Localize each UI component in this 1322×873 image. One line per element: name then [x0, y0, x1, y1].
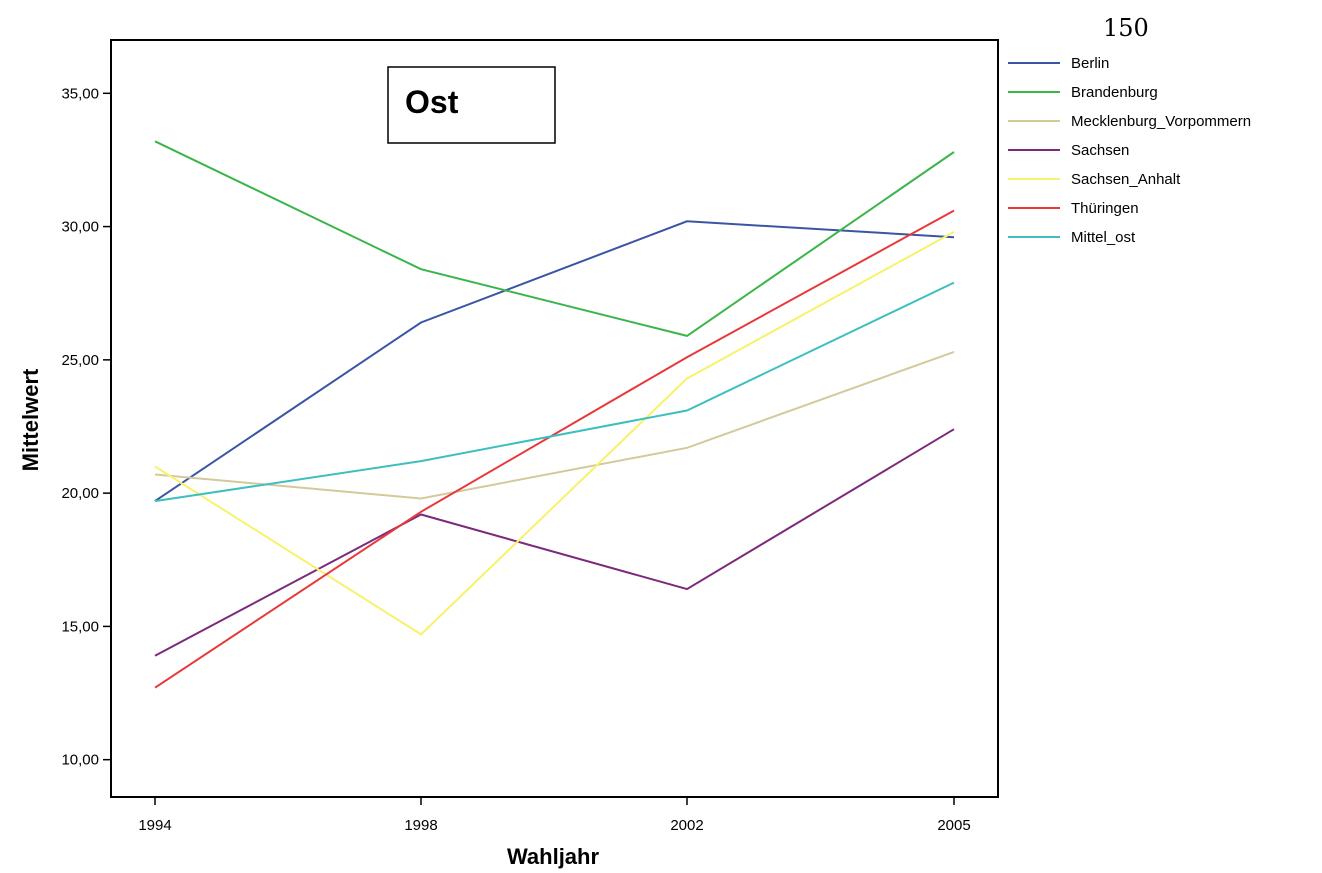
- y-tick-label: 10,00: [61, 752, 99, 769]
- plot-border: [110, 39, 999, 798]
- series-line-sachsen_anhalt: [154, 231, 955, 636]
- series-lines: [154, 140, 955, 689]
- series-line-berlin: [154, 220, 955, 502]
- plot-area: [110, 39, 999, 798]
- series-line-thüringen: [154, 209, 955, 689]
- series-line-mecklenburg_vorpommern: [154, 350, 955, 500]
- y-axis: 10,00 15,00 20,00 25,00 30,00 35,00: [61, 85, 111, 769]
- y-tick-label: 35,00: [61, 85, 99, 102]
- title-box-label: Ost: [405, 84, 459, 120]
- page-number: 150: [1103, 14, 1149, 42]
- legend-label: Sachsen_Anhalt: [1071, 171, 1181, 188]
- title-box: Ost: [387, 66, 556, 144]
- x-tick-label: 1998: [404, 817, 437, 834]
- x-tick-label: 2002: [670, 817, 703, 834]
- series-line-sachsen: [154, 428, 955, 657]
- legend-label: Mittel_ost: [1071, 229, 1136, 246]
- legend-label: Berlin: [1071, 55, 1109, 72]
- y-tick-label: 15,00: [61, 618, 99, 635]
- x-tick-label: 1994: [138, 817, 171, 834]
- y-tick-label: 20,00: [61, 485, 99, 502]
- legend: Berlin Brandenburg Mecklenburg_Vorpommern S…: [1008, 55, 1251, 246]
- y-tick-label: 25,00: [61, 352, 99, 369]
- series-line-mittel_ost: [154, 281, 955, 503]
- title-box-frame: [387, 66, 556, 144]
- legend-label: Thüringen: [1071, 200, 1139, 217]
- x-axis: 1994 1998 2002 2005: [138, 797, 971, 834]
- x-axis-title: Wahljahr: [507, 844, 600, 869]
- legend-label: Sachsen: [1071, 142, 1129, 159]
- legend-label: Mecklenburg_Vorpommern: [1071, 113, 1251, 130]
- y-tick-label: 30,00: [61, 219, 99, 236]
- x-tick-label: 2005: [937, 817, 970, 834]
- series-line-brandenburg: [154, 140, 955, 337]
- y-axis-title: Mittelwert: [18, 368, 43, 471]
- legend-label: Brandenburg: [1071, 84, 1158, 101]
